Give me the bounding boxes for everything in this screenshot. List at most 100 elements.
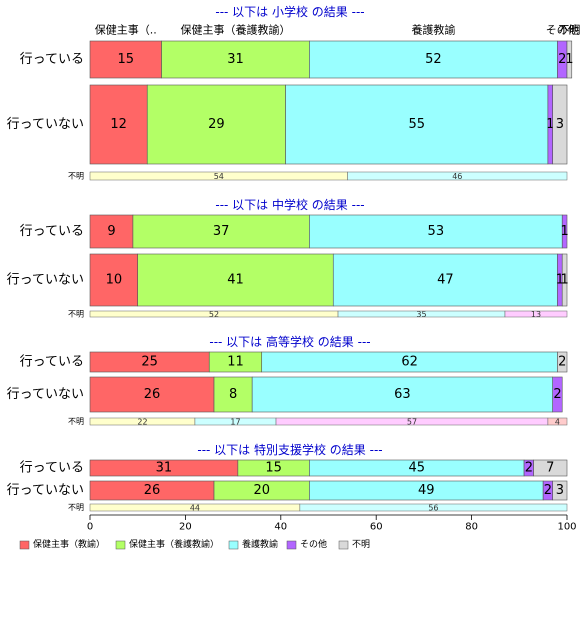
bar-value-label: 52 — [425, 52, 442, 67]
row-label: 行っている — [20, 52, 84, 67]
bar-value-label: 15 — [265, 461, 282, 476]
bar-segment — [137, 253, 334, 307]
legend-swatch — [115, 540, 126, 550]
unknown-bar-value-label: 46 — [452, 172, 462, 181]
bar-value-label: 2 — [544, 483, 552, 498]
unknown-bar-value-label: 35 — [416, 310, 426, 319]
column-header-label: 保健主事（.. — [95, 23, 157, 37]
bar-segment — [132, 214, 310, 249]
bar-value-label: 41 — [227, 273, 244, 288]
x-tick-label: 80 — [465, 522, 478, 533]
bar-value-label: 3 — [556, 483, 564, 498]
bar-value-label: 12 — [110, 117, 127, 132]
unknown-row-label: 不明 — [68, 172, 84, 181]
x-tick-label: 20 — [179, 522, 192, 533]
x-tick-label: 100 — [557, 522, 576, 533]
bar-value-label: 9 — [107, 224, 115, 239]
column-header-label: 保健主事（養護教諭） — [180, 23, 290, 37]
bar-value-label: 11 — [227, 355, 244, 370]
unknown-bar-value-label: 54 — [214, 172, 224, 181]
bar-value-label: 2 — [558, 52, 566, 67]
bar-value-label: 3 — [556, 117, 564, 132]
bar-segment — [251, 376, 553, 413]
legend-swatch — [19, 540, 30, 550]
section-title: --- 以下は 特別支援学校 の結果 --- — [197, 442, 382, 457]
bar-segment — [332, 253, 558, 307]
legend-label: 養護教諭 — [242, 538, 278, 550]
bar-segment — [533, 459, 568, 477]
bar-value-label: 20 — [253, 483, 270, 498]
x-tick-label: 40 — [274, 522, 287, 533]
bar-segment — [552, 480, 568, 501]
row-label: 行っていない — [7, 483, 84, 498]
bar-segment — [561, 253, 568, 307]
bar-segment — [309, 214, 563, 249]
legend-swatch — [228, 540, 239, 550]
row-label: 行っている — [20, 355, 84, 370]
legend-swatch — [338, 540, 349, 550]
bar-value-label: 53 — [428, 224, 445, 239]
bar-value-label: 25 — [141, 355, 158, 370]
unknown-row-label: 不明 — [68, 417, 84, 426]
bar-value-label: 47 — [437, 273, 454, 288]
bar-segment — [552, 84, 568, 165]
bar-segment — [557, 351, 568, 373]
unknown-bar-value-label: 56 — [428, 504, 438, 513]
bar-value-label: 8 — [229, 387, 237, 402]
bar-segment — [561, 214, 568, 249]
bar-segment — [89, 376, 215, 413]
bar-value-label: 49 — [418, 483, 435, 498]
row-label: 行っていない — [7, 273, 84, 288]
bar-segment — [552, 376, 563, 413]
unknown-bar-value-label: 44 — [190, 504, 200, 513]
bar-value-label: 1 — [560, 224, 568, 239]
bar-segment — [566, 40, 573, 79]
legend-label: 保健主事（教諭） — [33, 538, 105, 550]
unknown-bar-value-label: 22 — [137, 418, 147, 427]
bar-value-label: 31 — [156, 461, 173, 476]
row-label: 行っていない — [7, 117, 84, 132]
bar-value-label: 62 — [401, 355, 418, 370]
bar-value-label: 26 — [144, 387, 161, 402]
row-label: 行っていない — [7, 387, 84, 402]
legend-label: 不明 — [352, 539, 370, 550]
legend-label: 保健主事（養護教諭） — [129, 538, 219, 550]
unknown-bar-value-label: 52 — [209, 310, 219, 319]
bar-value-label: 1 — [565, 52, 573, 67]
bar-value-label: 1 — [556, 273, 564, 288]
bar-segment — [89, 253, 139, 307]
legend-swatch — [286, 540, 297, 550]
bar-value-label: 29 — [208, 117, 225, 132]
bar-value-label: 45 — [408, 461, 425, 476]
bar-segment — [213, 376, 253, 413]
section-title: --- 以下は 小学校 の結果 --- — [215, 4, 364, 19]
unknown-bar-segment — [504, 310, 568, 318]
bar-value-label: 7 — [546, 461, 554, 476]
bar-value-label: 26 — [144, 483, 161, 498]
section-title: --- 以下は 高等学校 の結果 --- — [209, 334, 370, 349]
column-header-label: 養護教諭 — [411, 23, 455, 37]
bar-value-label: 10 — [106, 273, 123, 288]
unknown-bar-value-label: 57 — [407, 418, 417, 427]
legend-label: その他 — [300, 538, 327, 550]
bar-value-label: 2 — [558, 355, 566, 370]
unknown-bar-value-label: 17 — [230, 418, 240, 427]
unknown-row-label: 不明 — [68, 503, 84, 512]
row-label: 行っている — [20, 224, 84, 239]
bar-value-label: 55 — [408, 117, 425, 132]
unknown-row-label: 不明 — [68, 310, 84, 319]
unknown-bar-segment — [547, 417, 568, 426]
bar-value-label: 2 — [525, 461, 533, 476]
bar-value-label: 31 — [227, 52, 244, 67]
bar-segment — [161, 40, 310, 79]
x-tick-label: 60 — [370, 522, 383, 533]
bar-value-label: 37 — [213, 224, 230, 239]
column-header-label: 不明 — [558, 24, 580, 37]
bar-value-label: 2 — [553, 387, 561, 402]
unknown-bar-segment — [299, 503, 568, 512]
bar-value-label: 15 — [118, 52, 135, 67]
bar-value-label: 63 — [394, 387, 411, 402]
bar-segment — [146, 84, 286, 165]
column-header-label: その他 — [546, 24, 579, 37]
